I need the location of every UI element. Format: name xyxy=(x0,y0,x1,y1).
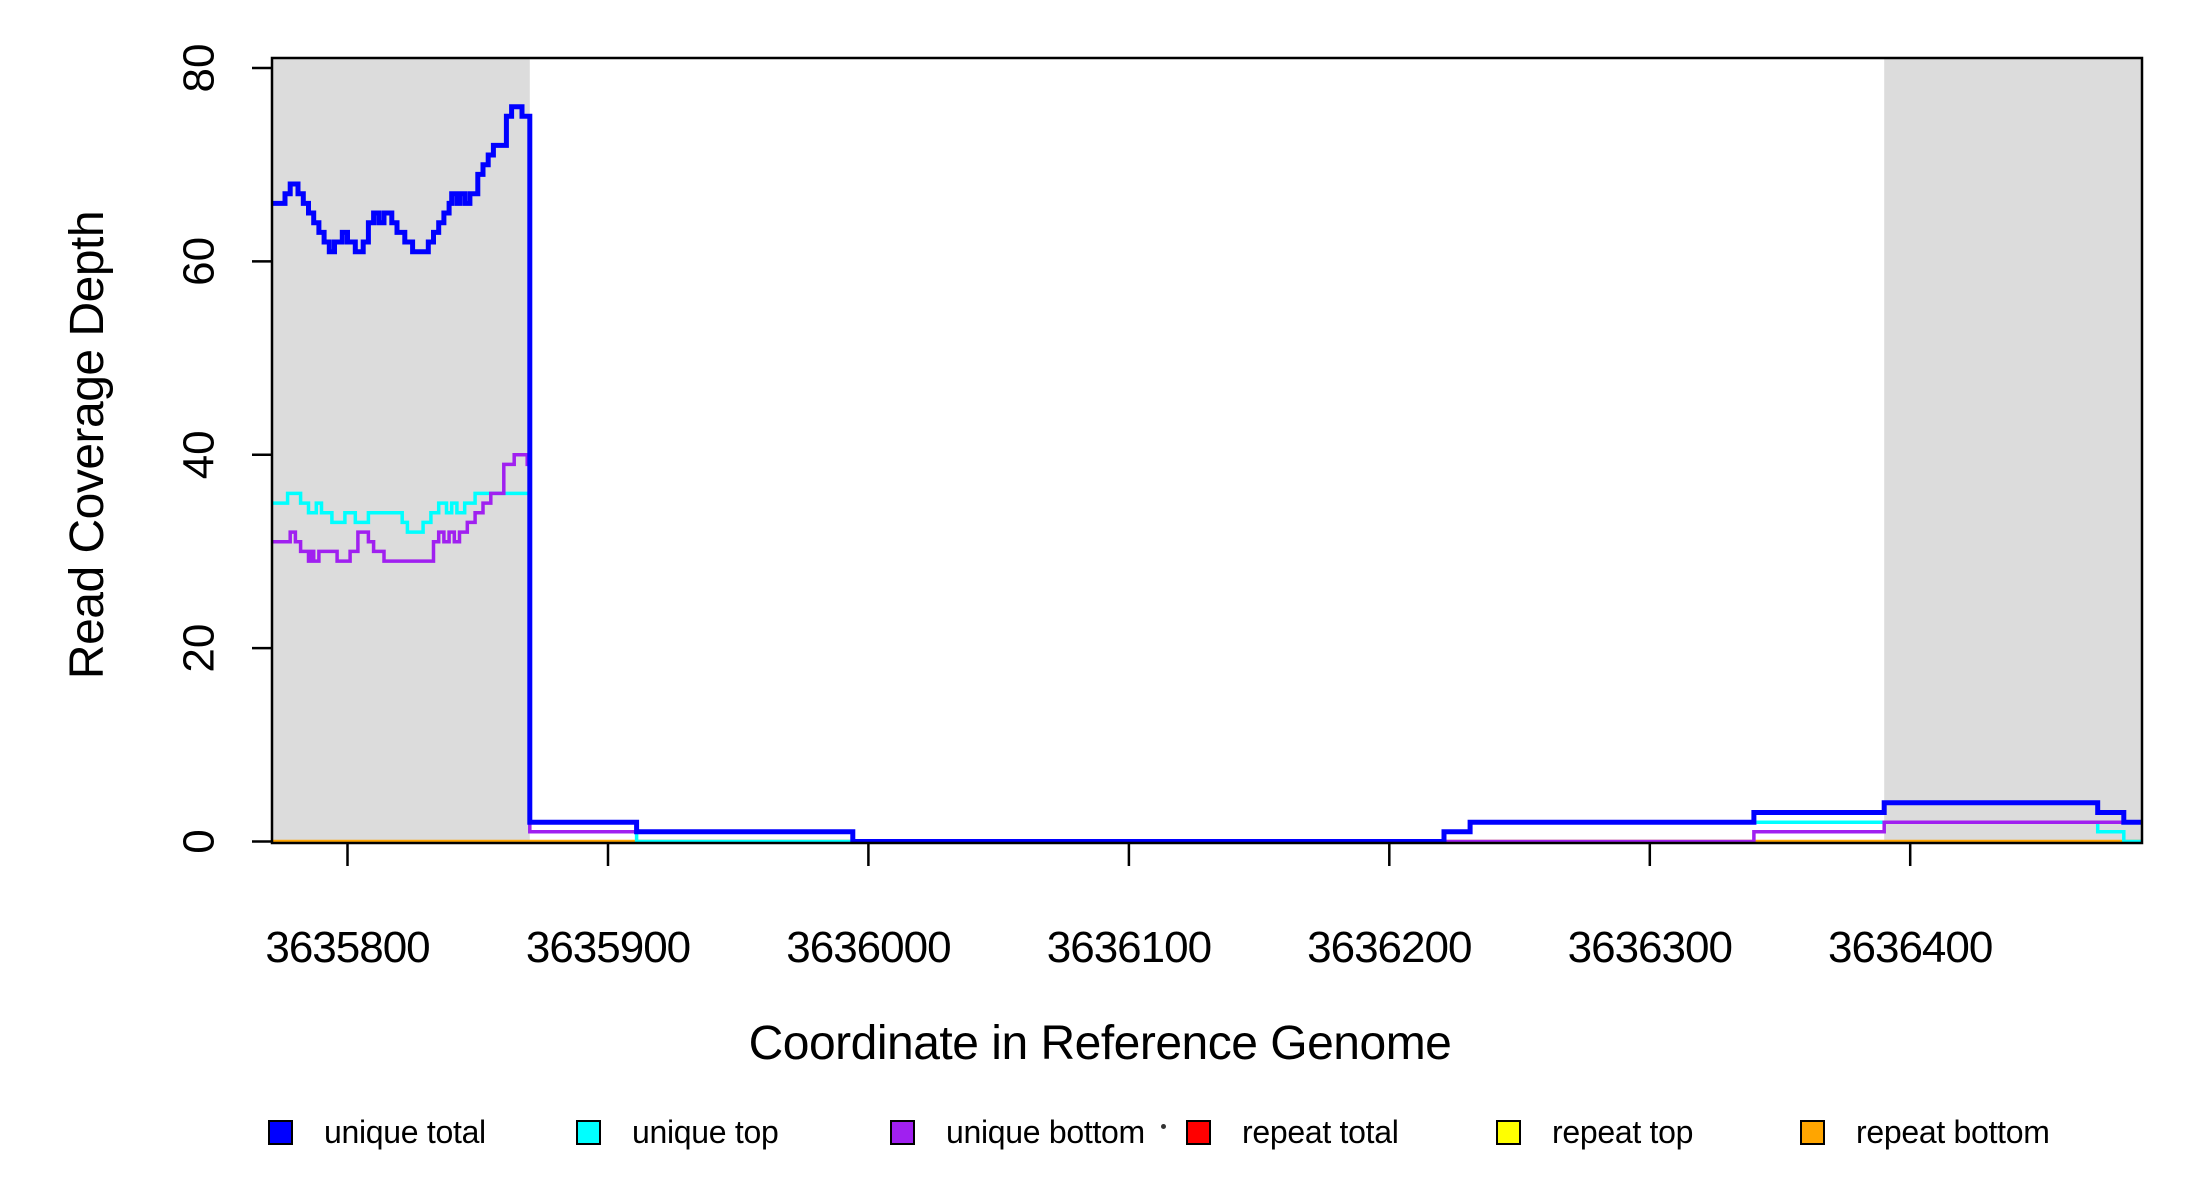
x-tick-label: 3636200 xyxy=(1307,923,1471,972)
y-tick-label: 60 xyxy=(174,237,223,286)
series-line-unique-bottom xyxy=(272,453,2142,844)
x-axis-title: Coordinate in Reference Genome xyxy=(748,1017,1452,1070)
y-tick-label: 80 xyxy=(174,44,223,93)
y-tick-label: 20 xyxy=(174,624,223,673)
series-line-unique-total xyxy=(272,104,2142,844)
series-line-unique-top xyxy=(272,491,2142,844)
plot-box xyxy=(270,56,2144,845)
y-tick-label: 0 xyxy=(174,829,223,853)
x-tick-label: 3635900 xyxy=(526,923,690,972)
x-tick-label: 3636400 xyxy=(1828,923,1992,972)
shaded-region xyxy=(1884,58,2142,843)
stray-dot xyxy=(1161,1124,1166,1129)
y-tick-label: 40 xyxy=(174,430,223,479)
shaded-region xyxy=(272,58,530,843)
y-axis-title: Read Coverage Depth xyxy=(61,210,114,680)
x-tick-label: 3636000 xyxy=(786,923,950,972)
x-tick-label: 3636100 xyxy=(1047,923,1211,972)
x-tick-label: 3636300 xyxy=(1568,923,1732,972)
x-tick-label: 3635800 xyxy=(265,923,429,972)
